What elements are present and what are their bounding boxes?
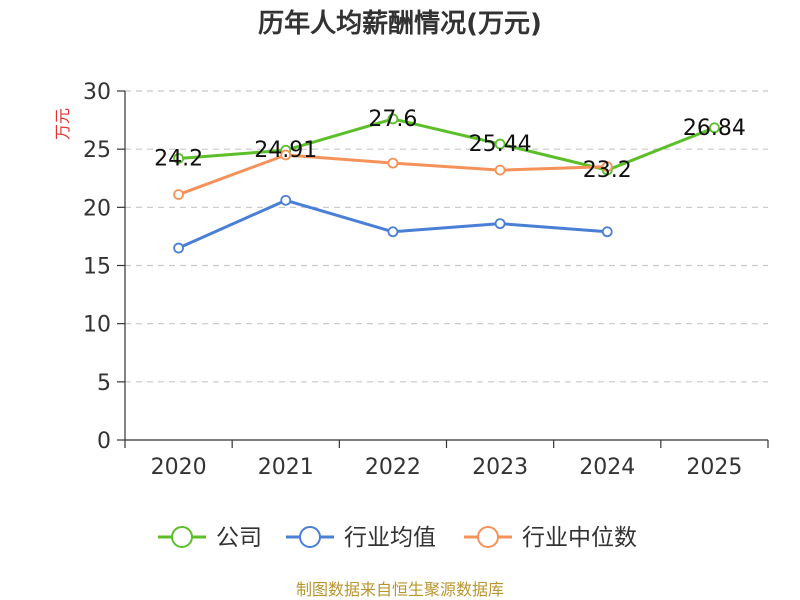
data-point — [601, 226, 613, 238]
x-tick-label: 2021 — [258, 455, 314, 480]
data-label: 24.91 — [254, 138, 317, 163]
data-label: 25.44 — [469, 132, 532, 157]
legend-marker — [477, 526, 499, 548]
series-2 — [173, 149, 613, 200]
legend-label: 行业均值 — [344, 525, 436, 551]
series-0 — [173, 113, 720, 176]
data-point — [173, 189, 184, 200]
x-tick-labels: 2020 2021 2022 2023 2024 2025 — [151, 455, 743, 480]
y-tick-label: 20 — [83, 196, 111, 221]
data-label: 26.84 — [683, 116, 746, 141]
x-tick-label: 2020 — [151, 455, 207, 480]
x-tick-label: 2025 — [686, 455, 742, 480]
data-point — [280, 149, 292, 161]
legend-label: 公司 — [216, 525, 262, 551]
legend-label: 行业中位数 — [522, 525, 637, 551]
data-point — [709, 122, 720, 134]
data-label: 27.6 — [368, 107, 417, 132]
y-tick-label: 25 — [83, 138, 111, 163]
y-tick-label: 5 — [97, 371, 111, 396]
legend-marker — [299, 526, 321, 548]
series-1 — [173, 194, 613, 254]
data-point — [173, 242, 184, 254]
legend-item-1: 行业均值 — [286, 525, 436, 551]
x-tick-label: 2022 — [365, 455, 421, 480]
axes — [117, 90, 769, 448]
data-point — [494, 164, 506, 176]
data-point — [387, 226, 399, 238]
data-point — [601, 161, 613, 173]
data-label: 24.2 — [154, 146, 203, 171]
legend-item-2: 行业中位数 — [464, 525, 637, 551]
series-lines — [173, 113, 720, 254]
y-tick-label: 10 — [83, 313, 111, 338]
x-tick-label: 2024 — [579, 455, 635, 480]
chart-title: 历年人均薪酬情况(万元) — [258, 8, 542, 39]
y-tick-labels: 0 5 10 15 20 25 30 — [83, 80, 111, 454]
source-note: 制图数据来自恒生聚源数据库 — [296, 580, 504, 599]
data-point — [387, 113, 399, 125]
series-line — [178, 117, 715, 172]
legend-marker — [171, 526, 193, 548]
data-labels: 24.2 24.91 27.6 25.44 23.2 26.84 — [154, 107, 746, 183]
y-axis-label: 万元 — [53, 108, 72, 140]
data-point — [494, 138, 506, 150]
y-tick-label: 30 — [83, 80, 111, 105]
y-tick-label: 15 — [83, 255, 111, 280]
legend-item-0: 公司 — [158, 525, 262, 551]
legend: 公司 行业均值 行业中位数 — [158, 525, 637, 551]
data-point — [280, 194, 292, 206]
data-point — [173, 153, 184, 164]
data-label: 23.2 — [583, 158, 632, 183]
data-point — [494, 218, 506, 230]
data-point — [387, 157, 399, 169]
x-tick-label: 2023 — [472, 455, 528, 480]
grid-lines — [125, 90, 768, 383]
y-tick-label: 0 — [97, 429, 111, 454]
